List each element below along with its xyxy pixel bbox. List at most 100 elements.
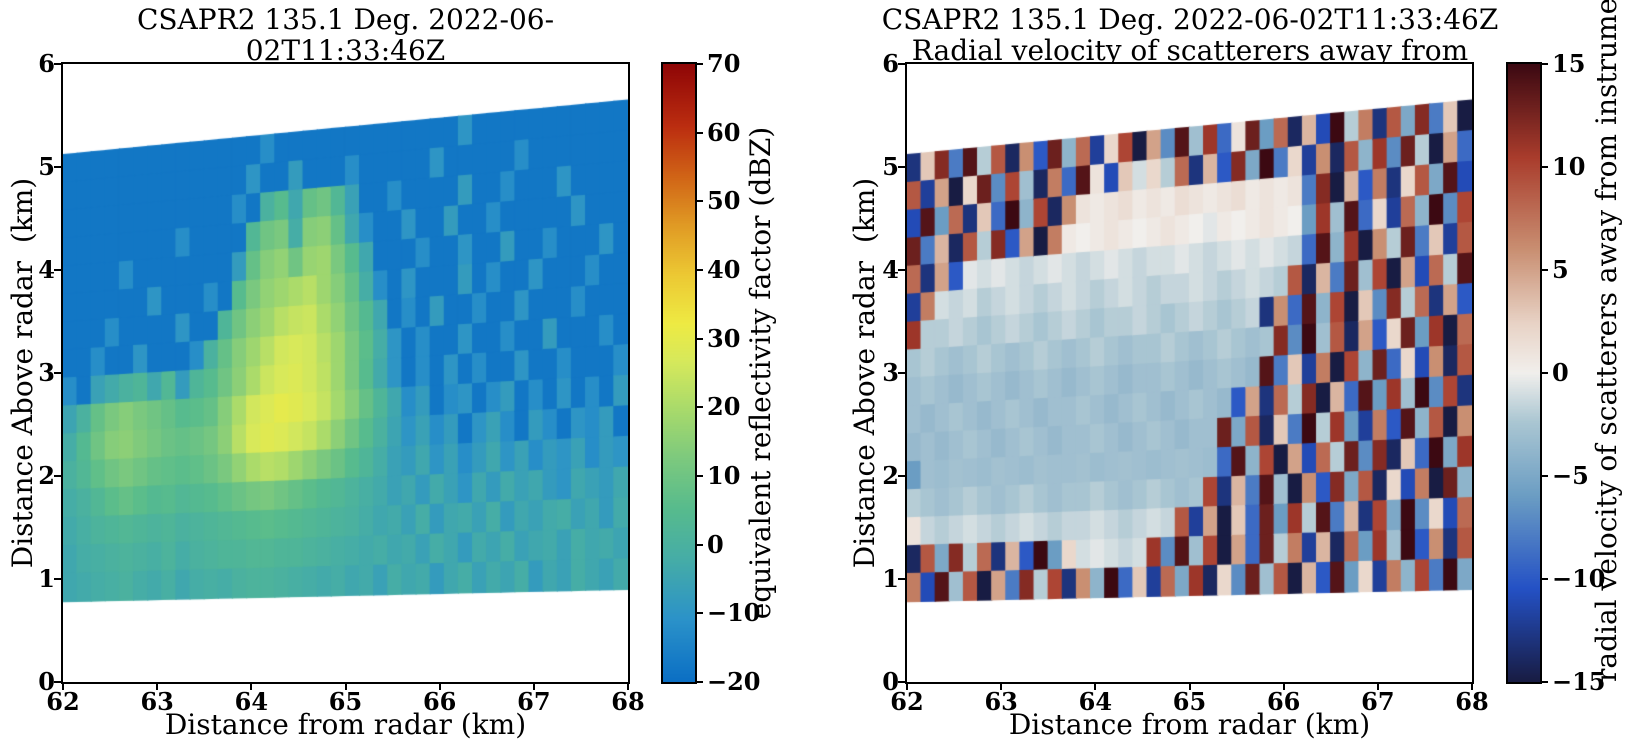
x-tick-mark [627,682,629,690]
velocity-plot-frame [905,62,1474,684]
y-tick-mark [898,63,906,65]
colorbar-tick-label: 40 [707,255,741,284]
y-tick-mark [54,578,62,580]
y-tick-label: 0 [882,667,899,696]
colorbar-tick-mark [1541,681,1548,683]
colorbar-tick-label: 50 [707,186,741,216]
colorbar-tick-mark [696,200,703,203]
x-tick-label: 62 [46,687,80,716]
x-tick-label: 67 [517,687,551,716]
reflectivity-heatmap [63,64,628,682]
x-tick-mark [1282,682,1285,690]
reflectivity-xlabel: Distance from radar (km) [164,708,527,741]
y-tick-mark [54,269,62,271]
x-tick-label: 63 [984,687,1018,716]
colorbar-tick-label: 0 [707,529,724,559]
x-tick-mark [906,682,908,690]
y-tick-mark [898,475,906,477]
y-tick-mark [54,166,62,168]
reflectivity-colorbar-frame [661,62,697,684]
velocity-xlabel: Distance from radar (km) [1008,708,1371,741]
x-tick-label: 64 [234,687,269,716]
colorbar-tick-mark [696,543,703,546]
velocity-colorbar-frame [1506,62,1542,684]
colorbar-tick-label: 70 [707,49,741,78]
x-tick-label: 68 [1455,687,1489,716]
velocity-colorbar-label: radial velocity of scatterers away from … [1590,0,1623,682]
colorbar-tick-label: −10 [707,598,761,628]
y-tick-mark [54,681,62,683]
colorbar-tick-label: −20 [707,667,761,696]
x-tick-label: 63 [140,687,174,716]
reflectivity-title-line1: CSAPR2 135.1 Deg. 2022-06-02T11:33:46Z [136,3,555,67]
velocity-title: CSAPR2 135.1 Deg. 2022-06-02T11:33:46Z R… [877,4,1503,97]
x-tick-mark [156,682,159,690]
y-tick-label: 3 [38,358,55,387]
reflectivity-plot-frame [61,62,630,684]
x-tick-mark [250,682,253,690]
reflectivity-colorbar-label: equivalent reflectivity factor (dBZ) [744,126,777,620]
y-tick-label: 6 [882,49,899,78]
colorbar-tick-mark [696,475,703,477]
reflectivity-colorbar [663,64,695,682]
y-tick-mark [898,578,906,580]
colorbar-tick-mark [1541,475,1548,477]
x-tick-mark [1188,682,1191,690]
y-tick-label: 2 [882,461,899,490]
colorbar-tick-label: −15 [1552,667,1606,696]
velocity-heatmap [907,64,1472,682]
colorbar-tick-mark [696,612,703,615]
y-tick-mark [54,63,62,65]
x-tick-label: 64 [1078,687,1113,716]
x-tick-mark [344,682,347,690]
y-tick-mark [898,372,906,374]
colorbar-tick-mark [696,337,703,340]
y-tick-label: 4 [38,255,55,284]
colorbar-tick-label: 5 [1552,255,1569,284]
colorbar-tick-mark [1541,372,1548,374]
y-tick-mark [54,475,62,477]
y-tick-label: 1 [38,564,55,593]
colorbar-tick-label: 60 [707,117,741,147]
colorbar-tick-mark [696,681,703,683]
colorbar-tick-mark [1541,63,1548,65]
colorbar-tick-mark [1541,269,1548,271]
x-tick-label: 62 [890,687,924,716]
x-tick-label: 68 [611,687,645,716]
x-tick-label: 66 [422,687,457,716]
colorbar-tick-mark [696,406,703,409]
velocity-title-line1: CSAPR2 135.1 Deg. 2022-06-02T11:33:46Z [881,3,1499,36]
colorbar-tick-label: 30 [707,323,741,353]
y-tick-label: 0 [38,667,55,696]
colorbar-tick-label: 15 [1552,49,1586,78]
x-tick-mark [532,682,535,690]
x-tick-mark [1376,682,1379,690]
y-tick-label: 3 [882,358,899,387]
y-tick-mark [54,372,62,374]
x-tick-label: 65 [1172,687,1207,716]
y-tick-label: 2 [38,461,55,490]
velocity-ylabel: Distance Above radar (km) [848,177,881,569]
velocity-colorbar [1508,64,1540,682]
y-tick-mark [898,681,906,683]
colorbar-tick-mark [1541,166,1548,168]
y-tick-label: 1 [882,564,899,593]
colorbar-tick-label: 0 [1552,358,1569,387]
colorbar-tick-label: −5 [1552,461,1589,490]
reflectivity-ylabel: Distance Above radar (km) [6,177,39,569]
colorbar-tick-label: 20 [707,392,741,422]
y-tick-mark [898,166,906,168]
x-tick-label: 65 [328,687,363,716]
colorbar-tick-mark [696,131,703,134]
y-tick-label: 5 [882,152,899,181]
y-tick-mark [898,269,906,271]
x-tick-mark [62,682,64,690]
x-tick-mark [1000,682,1003,690]
y-tick-label: 6 [38,49,55,78]
x-tick-mark [1471,682,1473,690]
x-tick-mark [438,682,441,690]
colorbar-tick-label: 10 [707,461,741,490]
y-tick-label: 5 [38,152,55,181]
colorbar-tick-label: 10 [1552,152,1586,181]
